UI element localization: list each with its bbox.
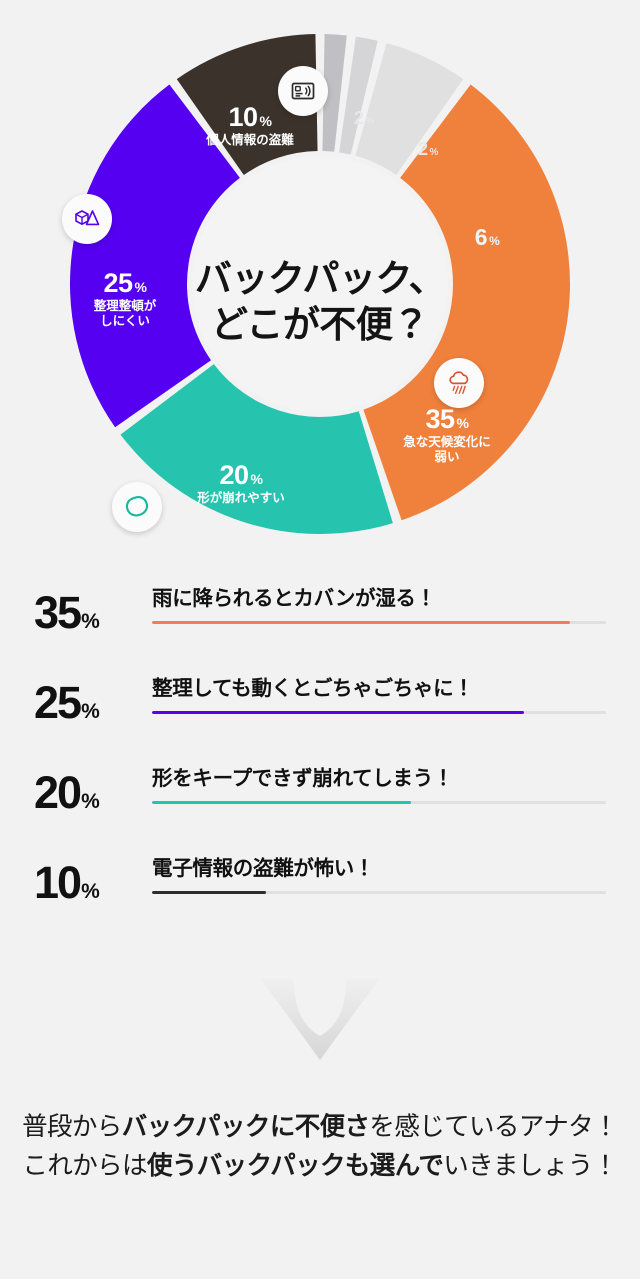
row-text: 雨に降られるとカバンが湿る！ xyxy=(152,587,436,610)
stats-list: 35% 雨に降られるとカバンが湿る！ 25% 整理しても動くとごちゃごちゃに！ … xyxy=(0,576,640,936)
row-percent: 25% xyxy=(34,677,100,728)
cube-cone-icon-bubble xyxy=(62,194,112,244)
rain-cloud-icon xyxy=(449,371,469,394)
conclusion-text: 普段からバックパックに不便さを感じているアナタ！ これからは使うバックパックも選… xyxy=(0,1108,640,1186)
row-progress-fill xyxy=(152,620,570,624)
row-text: 電子情報の盗難が怖い！ xyxy=(152,857,375,880)
donut-slice-theft xyxy=(176,34,318,175)
id-card-signal-icon-bubble xyxy=(278,66,328,116)
conclusion-line-2: これからは使うバックパックも選んでいきましょう！ xyxy=(22,1151,618,1180)
donut-slice-gray-c xyxy=(355,43,464,175)
row-percent: 10% xyxy=(34,857,100,908)
blob-shape-icon xyxy=(125,495,149,517)
list-item: 35% 雨に降られるとカバンが湿る！ xyxy=(0,576,640,666)
rain-cloud-icon-bubble xyxy=(434,358,484,408)
list-item: 25% 整理しても動くとごちゃごちゃに！ xyxy=(0,666,640,756)
cube-cone-icon xyxy=(75,210,100,226)
row-progress-fill xyxy=(152,800,411,804)
donut-chart-svg xyxy=(69,34,570,534)
row-percent: 35% xyxy=(34,587,100,638)
row-progress-track xyxy=(152,800,606,804)
row-text: 形をキープできず崩れてしまう！ xyxy=(152,767,454,790)
chart-center-title: バックパック、 どこが不便？ xyxy=(194,258,446,345)
row-progress-fill xyxy=(152,890,266,894)
donut-slice-organize xyxy=(69,84,240,428)
row-progress-fill xyxy=(152,710,525,714)
donut-chart: バックパック、 どこが不便？ 10% 個人情報の盗難 2% 2% 6% 35% … xyxy=(0,24,640,554)
row-text: 整理しても動くとごちゃごちゃに！ xyxy=(152,677,474,700)
row-progress-track xyxy=(152,890,606,894)
donut-hole xyxy=(192,156,448,412)
blob-shape-icon-bubble xyxy=(112,482,162,532)
donut-slice-shape xyxy=(120,364,393,534)
row-progress-track xyxy=(152,620,606,624)
donut-slice-gray-a xyxy=(322,34,347,152)
conclusion-line-1: 普段からバックパックに不便さを感じているアナタ！ xyxy=(22,1113,618,1141)
id-card-signal-icon xyxy=(291,82,315,100)
down-arrow-icon xyxy=(260,978,380,1060)
row-progress-track xyxy=(152,710,606,714)
list-item: 20% 形をキープできず崩れてしまう！ xyxy=(0,756,640,846)
row-percent: 20% xyxy=(34,767,100,818)
list-item: 10% 電子情報の盗難が怖い！ xyxy=(0,846,640,936)
down-arrow-container xyxy=(0,978,640,1082)
donut-slice-gray-b xyxy=(339,36,378,155)
donut-slice-weather xyxy=(363,84,570,521)
